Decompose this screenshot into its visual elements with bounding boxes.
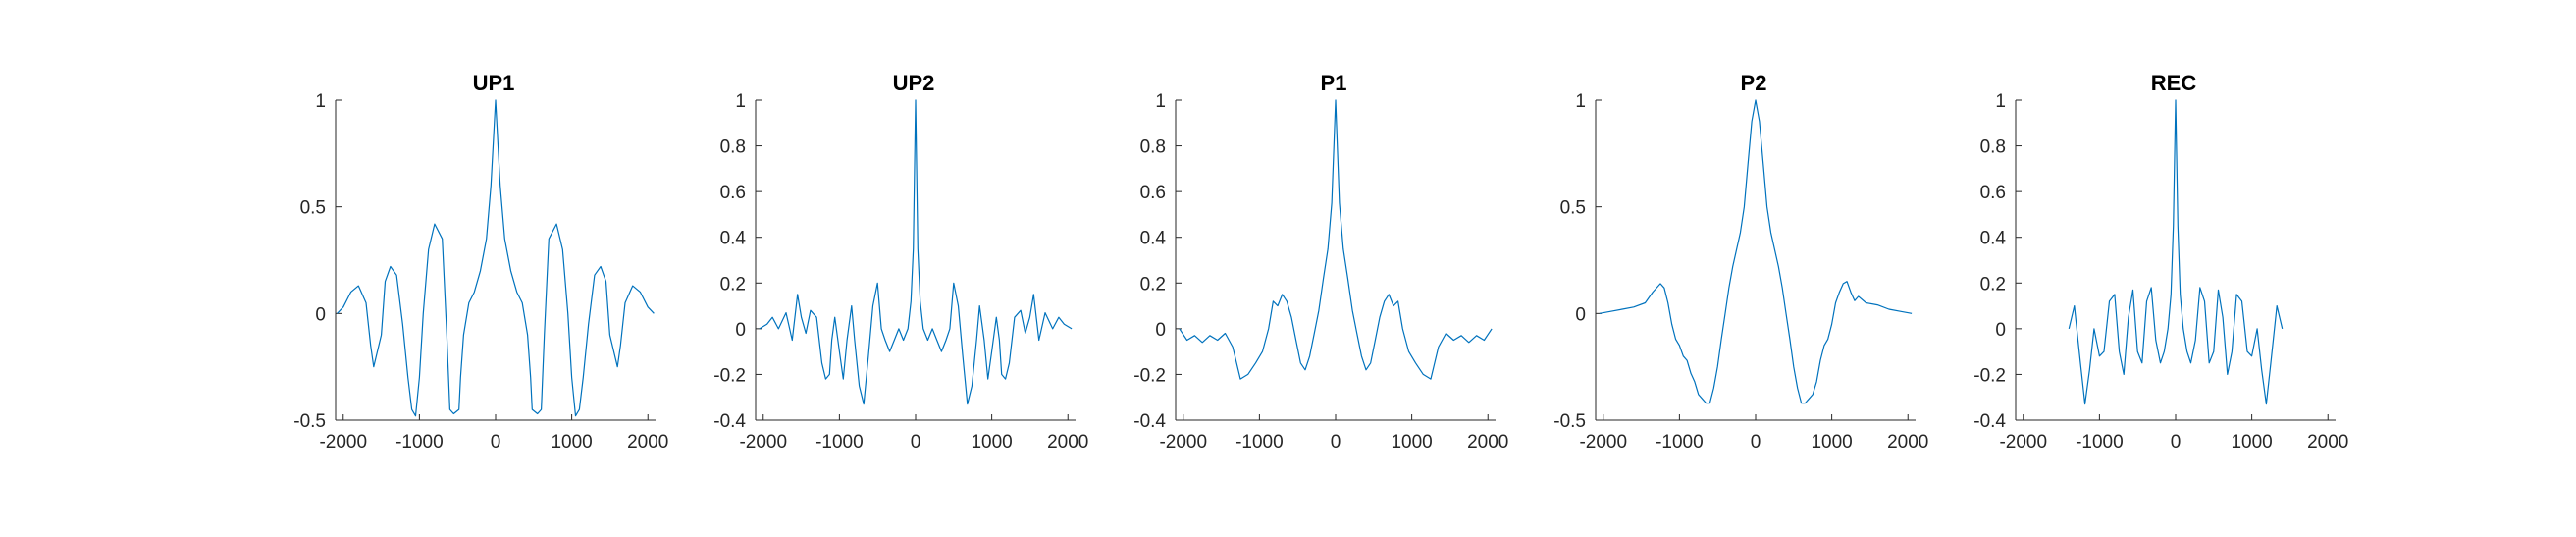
- series-line: [759, 99, 1073, 405]
- y-tick-label: 0.6: [1980, 183, 2006, 203]
- y-tick-label: 0.8: [1140, 137, 1166, 158]
- y-tick-label: 1: [1995, 91, 2006, 112]
- y-tick-label: -0.5: [293, 411, 326, 432]
- y-tick-label: 0.4: [1140, 229, 1167, 249]
- y-tick-label: -0.2: [713, 365, 746, 386]
- x-tick-label: 0: [1331, 432, 1341, 453]
- y-tick-label: 0: [1575, 304, 1586, 325]
- x-tick-label: -1000: [395, 432, 444, 453]
- y-tick-label: 0.2: [1140, 274, 1166, 295]
- y-tick-label: 0.2: [1980, 274, 2006, 295]
- series-line: [337, 99, 655, 417]
- series-line: [1179, 99, 1493, 380]
- subplot-rec: REC -0.4 -0.2 0 0.2 0.4 0.6 0.8 1 -2000 -1000 0 100…: [1973, 71, 2348, 453]
- x-tick-label: 0: [2171, 432, 2182, 453]
- x-tick-label: -2000: [739, 432, 787, 453]
- y-tick-label: 0.4: [1980, 229, 2007, 249]
- y-tick-label: 0: [315, 304, 326, 325]
- x-tick-label: 0: [1751, 432, 1761, 453]
- y-tick-label: -0.4: [1973, 411, 2006, 432]
- subplot-title: REC: [2151, 71, 2197, 95]
- subplot-title: UP2: [893, 71, 935, 95]
- x-tick-label: -2000: [319, 432, 367, 453]
- x-tick-label: 0: [911, 432, 921, 453]
- y-tick-label: 1: [315, 91, 326, 112]
- x-tick-label: 2000: [1887, 432, 1928, 453]
- x-tick-label: -1000: [2076, 432, 2124, 453]
- x-tick-label: 2000: [1467, 432, 1508, 453]
- y-tick-label: -0.2: [1133, 365, 1166, 386]
- subplot-p1: P1 -0.4 -0.2 0 0.2 0.4 0.6 0.8 1 -2000 -1000 0 1000…: [1133, 71, 1508, 453]
- y-tick-label: 0.8: [720, 137, 746, 158]
- y-tick-label: 1: [735, 91, 746, 112]
- x-tick-label: -1000: [1235, 432, 1284, 453]
- x-tick-label: -1000: [815, 432, 864, 453]
- x-tick-label: 0: [491, 432, 501, 453]
- x-tick-label: 1000: [1811, 432, 1852, 453]
- series-line: [2068, 99, 2284, 405]
- y-tick-label: 0: [735, 320, 746, 341]
- x-tick-label: 1000: [2231, 432, 2272, 453]
- y-tick-label: 0.8: [1980, 137, 2006, 158]
- x-tick-label: 2000: [627, 432, 668, 453]
- y-tick-label: 0: [1155, 320, 1166, 341]
- subplot-up1: UP1 -0.5 0 0.5 1 -2000 -1000 0 1000 2000: [293, 71, 668, 453]
- subplot-title: UP1: [473, 71, 515, 95]
- subplot-title: P2: [1741, 71, 1767, 95]
- x-tick-label: 2000: [2307, 432, 2348, 453]
- subplot-title: P1: [1321, 71, 1347, 95]
- y-tick-label: 0.4: [720, 229, 747, 249]
- x-tick-label: -2000: [1159, 432, 1207, 453]
- y-tick-label: 1: [1575, 91, 1586, 112]
- x-tick-label: 1000: [551, 432, 592, 453]
- y-tick-label: -0.4: [713, 411, 746, 432]
- y-tick-label: 0: [1995, 320, 2006, 341]
- y-tick-label: 0.5: [300, 198, 326, 219]
- series-line: [1599, 99, 1913, 404]
- x-tick-label: 1000: [1391, 432, 1432, 453]
- y-tick-label: -0.5: [1553, 411, 1586, 432]
- y-tick-label: 0.5: [1560, 198, 1586, 219]
- subplot-p2: P2 -0.5 0 0.5 1 -2000 -1000 0 1000 2000: [1553, 71, 1928, 453]
- y-tick-label: 0.2: [720, 274, 746, 295]
- x-tick-label: -2000: [1999, 432, 2047, 453]
- x-tick-label: 1000: [971, 432, 1012, 453]
- x-tick-label: 2000: [1047, 432, 1088, 453]
- subplot-up2: UP2 -0.4 -0.2 0 0.2 0.4 0.6 0.8 1 -2000 -1000 0 100…: [713, 71, 1088, 453]
- y-tick-label: -0.4: [1133, 411, 1166, 432]
- y-tick-label: -0.2: [1973, 365, 2006, 386]
- y-tick-label: 0.6: [1140, 183, 1166, 203]
- x-tick-label: -1000: [1656, 432, 1704, 453]
- y-tick-label: 0.6: [720, 183, 746, 203]
- x-tick-label: -2000: [1579, 432, 1627, 453]
- y-tick-label: 1: [1155, 91, 1166, 112]
